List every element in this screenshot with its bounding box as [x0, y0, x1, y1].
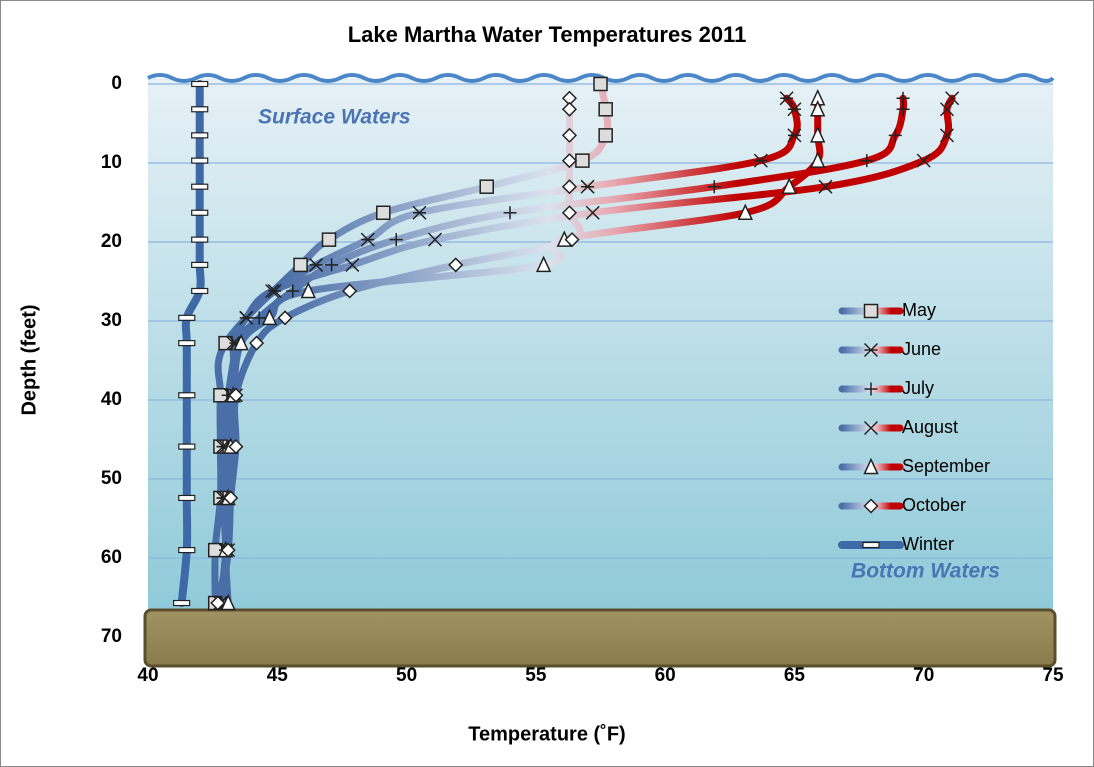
- y-tick-label: 10: [101, 152, 122, 173]
- marker: [192, 288, 208, 293]
- legend-label: July: [902, 378, 934, 398]
- y-tick-label: 20: [101, 231, 122, 252]
- marker: [179, 393, 195, 398]
- legend-label: October: [902, 495, 966, 515]
- legend-label: Winter: [902, 534, 954, 554]
- marker: [865, 305, 878, 318]
- legend-label: June: [902, 339, 941, 359]
- marker: [192, 158, 208, 163]
- annotation: Bottom Waters: [851, 560, 1000, 583]
- marker: [192, 262, 208, 267]
- y-tick-label: 40: [101, 389, 122, 410]
- y-axis-title: Depth (feet): [18, 304, 40, 415]
- marker: [192, 210, 208, 215]
- x-tick-label: 55: [525, 665, 547, 686]
- chart-title: Lake Martha Water Temperatures 2011: [348, 22, 747, 47]
- marker: [594, 78, 607, 91]
- annotation: Surface Waters: [258, 106, 411, 129]
- marker: [192, 82, 208, 87]
- y-tick-label: 50: [101, 468, 122, 489]
- marker: [863, 543, 879, 548]
- marker: [179, 495, 195, 500]
- y-tick-label: 60: [101, 547, 122, 568]
- marker: [576, 154, 589, 167]
- marker: [599, 103, 612, 116]
- lake-bottom: [145, 610, 1055, 666]
- marker: [179, 444, 195, 449]
- x-tick-label: 70: [913, 665, 934, 686]
- x-tick-label: 40: [137, 665, 158, 686]
- legend-label: May: [902, 300, 936, 320]
- marker: [599, 129, 612, 142]
- marker: [192, 107, 208, 112]
- x-tick-label: 50: [396, 665, 417, 686]
- y-tick-label: 70: [101, 626, 122, 647]
- y-tick-label: 30: [101, 310, 122, 331]
- marker: [294, 258, 307, 271]
- marker: [179, 341, 195, 346]
- marker: [192, 133, 208, 138]
- legend-label: August: [902, 417, 958, 437]
- marker: [192, 184, 208, 189]
- marker: [480, 180, 493, 193]
- x-tick-label: 75: [1042, 665, 1064, 686]
- x-tick-label: 60: [655, 665, 676, 686]
- x-tick-label: 65: [784, 665, 806, 686]
- marker: [179, 548, 195, 553]
- marker: [174, 601, 190, 606]
- marker: [377, 206, 390, 219]
- marker: [323, 233, 336, 246]
- x-axis-title: Temperature (˚F): [468, 722, 625, 745]
- marker: [192, 237, 208, 242]
- marker: [179, 315, 195, 320]
- x-tick-label: 45: [267, 665, 289, 686]
- chart: Lake Martha Water Temperatures 2011 Temp…: [0, 0, 1094, 767]
- legend-label: September: [902, 456, 990, 476]
- y-tick-label: 0: [111, 73, 122, 94]
